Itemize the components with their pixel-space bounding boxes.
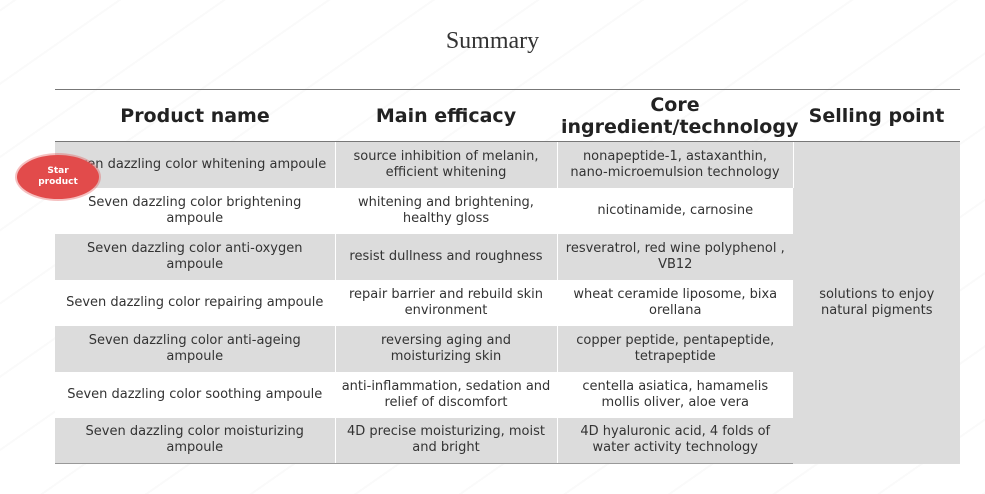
ingredient-cell: copper peptide, pentapeptide, tetrapepti…: [557, 325, 793, 372]
table-row: Seven dazzling color anti-oxygen ampoule…: [55, 233, 960, 280]
ingredient-cell: resveratrol, red wine polyphenol , VB12: [557, 233, 793, 280]
product-name-cell: Seven dazzling color anti-ageing ampoule: [55, 325, 336, 372]
ingredient-cell: wheat ceramide liposome, bixa orellana: [557, 279, 793, 326]
ingredient-cell: 4D hyaluronic acid, 4 folds of water act…: [557, 417, 793, 464]
product-name-cell: Seven dazzling color anti-oxygen ampoule: [55, 233, 336, 280]
product-name-cell: Seven dazzling color whitening ampoule: [55, 141, 336, 188]
ingredient-cell: centella asiatica, hamamelis mollis oliv…: [557, 371, 793, 418]
table-row: Seven dazzling color soothing ampoule an…: [55, 371, 960, 418]
badge-line-2: product: [38, 177, 78, 187]
header-product-name: Product name: [55, 89, 335, 142]
efficacy-cell: source inhibition of melanin, efficient …: [335, 141, 558, 188]
ingredient-cell: nicotinamide, carnosine: [557, 187, 793, 234]
product-name-cell: Seven dazzling color moisturizing ampoul…: [55, 417, 336, 464]
efficacy-cell: resist dullness and roughness: [335, 233, 558, 280]
product-name-cell: Seven dazzling color brightening ampoule: [55, 187, 336, 234]
selling-point-cell: solutions to enjoy natural pigments: [793, 141, 960, 464]
summary-table: Product name Main efficacy Core ingredie…: [55, 89, 960, 464]
header-selling-point: Selling point: [793, 89, 960, 142]
table-row: Seven dazzling color moisturizing ampoul…: [55, 417, 960, 464]
table-row: Seven dazzling color whitening ampoule s…: [55, 141, 960, 464]
header-core-ingredient: Core ingredient/technology: [557, 89, 798, 142]
table-header-row: Product name Main efficacy Core ingredie…: [55, 89, 960, 142]
star-product-badge: Star product: [17, 155, 99, 199]
badge-line-1: Star: [47, 166, 69, 176]
efficacy-cell: reversing aging and moisturizing skin: [335, 325, 558, 372]
header-main-efficacy: Main efficacy: [335, 89, 557, 142]
efficacy-cell: 4D precise moisturizing, moist and brigh…: [335, 417, 558, 464]
ingredient-cell: nonapeptide-1, astaxanthin, nano-microem…: [557, 141, 794, 188]
product-name-cell: Seven dazzling color soothing ampoule: [55, 371, 336, 418]
efficacy-cell: repair barrier and rebuild skin environm…: [335, 279, 558, 326]
product-name-cell: Seven dazzling color repairing ampoule: [55, 279, 336, 326]
page-title: Summary: [445, 28, 540, 54]
table-row: Seven dazzling color repairing ampoule r…: [55, 279, 960, 326]
table-row: Seven dazzling color brightening ampoule…: [55, 187, 960, 234]
efficacy-cell: whitening and brightening, healthy gloss: [335, 187, 558, 234]
table-row: Seven dazzling color anti-ageing ampoule…: [55, 325, 960, 372]
efficacy-cell: anti-inflammation, sedation and relief o…: [335, 371, 558, 418]
